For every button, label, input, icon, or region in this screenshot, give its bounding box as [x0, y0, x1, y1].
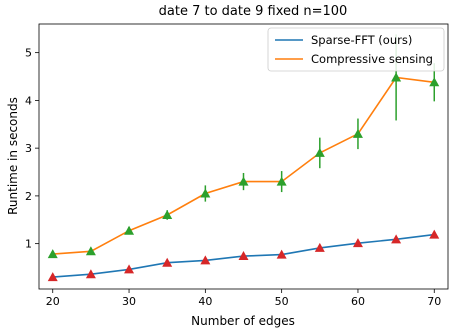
y-tick-label: 2	[25, 190, 32, 203]
data-point-compressive-sensing	[352, 128, 363, 138]
data-point-compressive-sensing	[238, 176, 249, 186]
x-tick-label: 60	[351, 295, 365, 308]
data-point-sparse-fft-ours	[429, 229, 440, 239]
data-point-compressive-sensing	[429, 77, 440, 87]
legend: Sparse-FFT (ours) Compressive sensing	[267, 27, 445, 72]
legend-label-compressive-sensing: Compressive sensing	[311, 52, 433, 66]
x-tick-label: 50	[275, 295, 289, 308]
data-point-sparse-fft-ours	[314, 242, 325, 252]
data-point-sparse-fft-ours	[124, 264, 135, 274]
data-point-sparse-fft-ours	[200, 255, 211, 265]
legend-label-sparse-fft: Sparse-FFT (ours)	[311, 33, 412, 47]
y-tick-label: 3	[25, 142, 32, 155]
x-tick-label: 70	[427, 295, 441, 308]
data-point-compressive-sensing	[314, 147, 325, 157]
data-point-compressive-sensing	[200, 188, 211, 198]
data-point-sparse-fft-ours	[238, 251, 249, 261]
data-point-sparse-fft-ours	[47, 272, 58, 282]
x-tick-label: 40	[198, 295, 212, 308]
y-tick-label: 5	[25, 47, 32, 60]
y-tick-label: 4	[25, 94, 32, 107]
data-point-sparse-fft-ours	[162, 257, 173, 267]
y-axis-label: Runtime in seconds	[6, 97, 20, 215]
data-point-sparse-fft-ours	[85, 269, 96, 279]
x-axis: 20 30 40 50 60 70	[46, 289, 441, 308]
x-tick-label: 20	[46, 295, 60, 308]
y-axis: 1 2 3 4 5	[25, 47, 39, 251]
data-point-compressive-sensing	[162, 209, 173, 219]
data-point-compressive-sensing	[124, 225, 135, 235]
data-point-sparse-fft-ours	[352, 238, 363, 248]
chart-title: date 7 to date 9 fixed n=100	[159, 4, 348, 19]
axes-frame	[38, 23, 449, 290]
data-point-compressive-sensing	[391, 72, 402, 82]
data-point-sparse-fft-ours	[276, 249, 287, 259]
y-tick-label: 1	[25, 238, 32, 251]
data-point-compressive-sensing	[47, 249, 58, 259]
legend-box	[267, 27, 445, 72]
series-line-compressive-sensing	[52, 76, 435, 255]
plot-area	[47, 34, 440, 282]
x-axis-label: Number of edges	[191, 314, 295, 328]
x-tick-label: 30	[122, 295, 136, 308]
data-point-compressive-sensing	[276, 176, 287, 186]
data-point-sparse-fft-ours	[391, 234, 402, 244]
data-point-compressive-sensing	[85, 246, 96, 256]
